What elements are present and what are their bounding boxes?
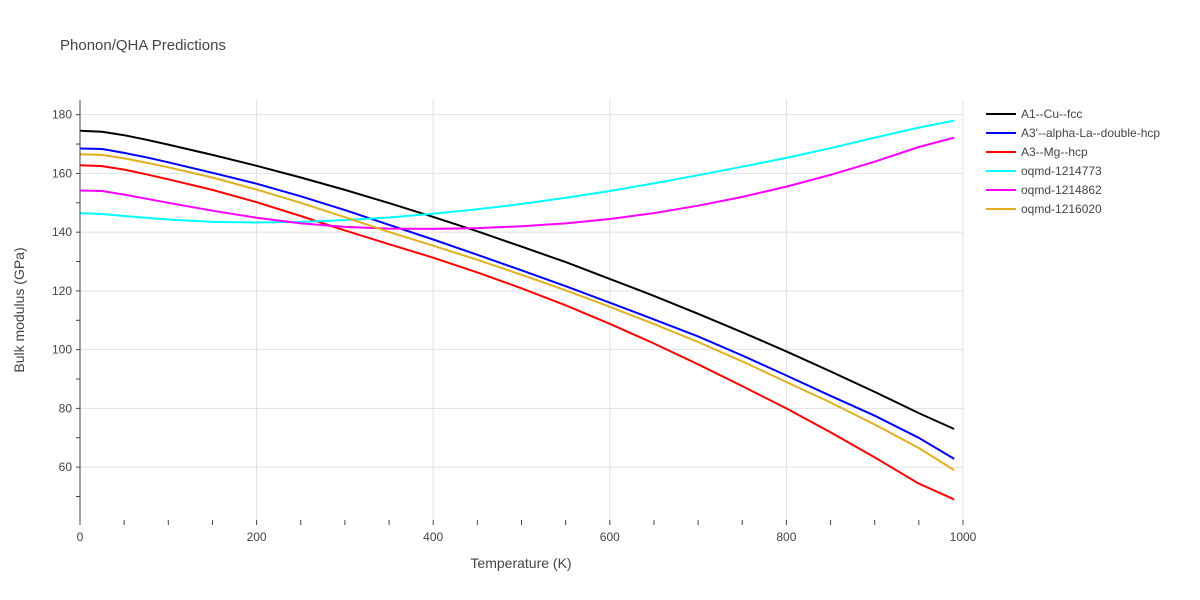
series-line-2 (79, 147, 955, 460)
series-lines (79, 119, 955, 501)
legend-label: oqmd-1216020 (1021, 202, 1102, 216)
legend-label: A3'--alpha-La--double-hcp (1021, 126, 1160, 140)
x-tick-label: 1000 (950, 530, 977, 544)
y-tick-label: 120 (52, 284, 72, 298)
series-line-1 (79, 129, 955, 430)
y-axis-title: Bulk modulus (GPa) (11, 247, 27, 372)
legend-item[interactable]: oqmd-1214862 (986, 183, 1102, 197)
x-tick-label: 600 (600, 530, 620, 544)
legend-item[interactable]: A1--Cu--fcc (986, 107, 1082, 121)
plot-background (80, 100, 963, 520)
legend-label: A1--Cu--fcc (1021, 107, 1082, 121)
y-tick-label: 180 (52, 108, 72, 122)
legend[interactable]: A1--Cu--fcc A3'--alpha-La--double-hcp A3--… (986, 107, 1160, 216)
plot-area[interactable] (79, 100, 964, 520)
series-line-5 (79, 136, 955, 230)
legend-label: oqmd-1214773 (1021, 164, 1102, 178)
x-gridlines (256, 100, 964, 520)
y-axis-ticks: 60 80 100 120 140 160 180 (52, 108, 80, 498)
y-gridlines (80, 114, 963, 468)
y-tick-label: 160 (52, 166, 72, 180)
legend-item[interactable]: A3'--alpha-La--double-hcp (986, 126, 1160, 140)
series-line-3 (79, 164, 955, 501)
x-axis-title: Temperature (K) (470, 555, 571, 571)
legend-item[interactable]: oqmd-1214773 (986, 164, 1102, 178)
y-tick-label: 80 (59, 401, 73, 415)
x-tick-label: 800 (776, 530, 796, 544)
legend-label: oqmd-1214862 (1021, 183, 1102, 197)
x-axis-ticks: 0 200 400 600 800 1000 (77, 520, 977, 544)
series-line-4 (79, 119, 955, 224)
x-tick-label: 200 (247, 530, 267, 544)
y-tick-label: 140 (52, 225, 72, 239)
series-line-6 (79, 153, 955, 471)
legend-item[interactable]: A3--Mg--hcp (986, 145, 1088, 159)
y-tick-label: 100 (52, 343, 72, 357)
x-tick-label: 400 (423, 530, 443, 544)
legend-item[interactable]: oqmd-1216020 (986, 202, 1102, 216)
y-tick-label: 60 (59, 460, 73, 474)
chart-title: Phonon/QHA Predictions (60, 37, 226, 54)
legend-label: A3--Mg--hcp (1021, 145, 1088, 159)
x-tick-label: 0 (77, 530, 84, 544)
